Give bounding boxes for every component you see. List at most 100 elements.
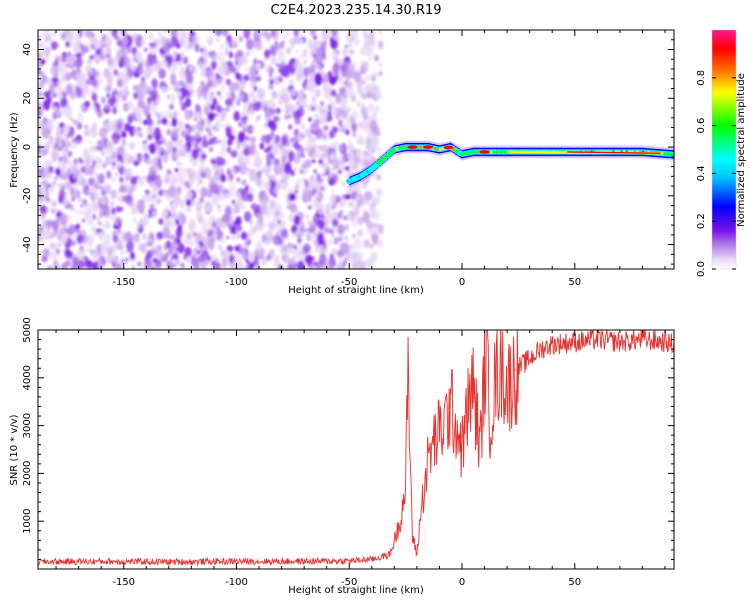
noise-speck <box>275 142 280 148</box>
noise-speck <box>290 104 297 112</box>
noise-speck <box>269 199 276 210</box>
noise-speck <box>57 80 63 88</box>
noise-speck <box>302 164 306 169</box>
noise-speck <box>265 64 272 74</box>
noise-speck <box>289 79 294 85</box>
noise-speck <box>293 215 301 226</box>
noise-speck <box>162 119 168 125</box>
noise-speck <box>281 135 288 146</box>
noise-speck <box>168 249 172 254</box>
noise-speck <box>295 249 304 261</box>
noise-speck <box>253 101 262 112</box>
noise-speck <box>199 196 204 204</box>
noise-speck <box>167 54 174 65</box>
noise-speck <box>354 71 362 83</box>
noise-speck <box>72 47 77 52</box>
noise-speck <box>38 101 43 111</box>
noise-speck <box>306 233 312 242</box>
noise-speck <box>344 80 348 85</box>
noise-speck <box>255 176 262 186</box>
noise-speck <box>149 203 155 210</box>
noise-speck <box>147 233 152 238</box>
noise-speck <box>100 249 105 259</box>
noise-speck <box>146 158 152 165</box>
noise-speck <box>46 197 50 202</box>
noise-speck <box>69 187 76 197</box>
noise-speck <box>165 50 170 56</box>
noise-speck <box>179 38 183 42</box>
noise-speck <box>193 170 202 182</box>
noise-speck <box>353 237 362 252</box>
noise-speck <box>43 91 48 98</box>
noise-speck <box>231 87 235 92</box>
noise-speck <box>174 167 179 173</box>
noise-speck <box>180 51 185 59</box>
noise-speck <box>194 43 200 53</box>
noise-speck <box>236 62 241 70</box>
noise-speck <box>114 238 122 250</box>
noise-speck <box>131 46 138 56</box>
noise-speck <box>152 53 157 62</box>
noise-speck <box>228 183 237 197</box>
noise-speck <box>97 263 104 269</box>
noise-speck <box>112 230 118 237</box>
noise-speck <box>269 159 274 166</box>
noise-speck <box>302 66 310 78</box>
noise-speck <box>40 206 44 211</box>
noise-speck <box>272 186 280 195</box>
noise-speck <box>89 249 94 255</box>
noise-speck <box>57 182 63 189</box>
noise-speck <box>151 248 157 255</box>
spectrogram-panel: -150 -100 -50 0 50 -40 -20 0 20 40 Height of stra… <box>9 29 675 296</box>
noise-speck <box>280 228 288 239</box>
noise-speck <box>103 105 111 114</box>
noise-speck <box>200 219 209 233</box>
noise-speck <box>271 90 278 100</box>
noise-speck <box>80 43 84 50</box>
noise-speck <box>217 139 221 144</box>
noise-speck <box>120 206 124 212</box>
noise-speck <box>318 115 326 125</box>
spectrogram-ytick-label: 40 <box>22 43 33 56</box>
noise-speck <box>225 45 230 51</box>
noise-speck <box>235 229 239 234</box>
noise-speck <box>351 220 357 227</box>
noise-speck <box>82 218 86 223</box>
noise-speck <box>193 259 200 269</box>
noise-speck <box>54 176 58 181</box>
noise-speck <box>55 208 60 214</box>
noise-speck <box>189 173 194 178</box>
noise-speck <box>59 62 64 69</box>
noise-speck <box>136 221 142 229</box>
noise-speck <box>87 219 94 226</box>
noise-speck <box>256 31 263 38</box>
noise-speck <box>256 241 263 251</box>
noise-speck <box>158 146 164 152</box>
colorbar-tick-label: 0.0 <box>696 261 707 277</box>
noise-speck <box>242 79 246 85</box>
noise-speck <box>172 63 177 71</box>
noise-speck <box>343 48 348 55</box>
noise-speck <box>150 89 159 101</box>
noise-speck <box>371 41 376 47</box>
noise-speck <box>342 181 346 188</box>
noise-speck <box>45 32 52 43</box>
noise-speck <box>195 202 201 209</box>
noise-speck <box>171 36 179 47</box>
noise-speck <box>230 211 234 215</box>
noise-speck <box>38 151 43 159</box>
noise-speck <box>372 251 376 257</box>
noise-speck <box>52 93 57 98</box>
noise-speck <box>57 86 61 92</box>
noise-speck <box>40 58 46 65</box>
noise-speck <box>272 212 276 216</box>
noise-speck <box>366 220 374 229</box>
noise-speck <box>333 236 339 245</box>
noise-speck <box>377 239 384 248</box>
noise-speck <box>219 110 227 120</box>
noise-speck <box>107 96 116 107</box>
noise-speck <box>343 80 351 89</box>
noise-speck <box>337 169 342 175</box>
noise-speck <box>122 87 126 91</box>
